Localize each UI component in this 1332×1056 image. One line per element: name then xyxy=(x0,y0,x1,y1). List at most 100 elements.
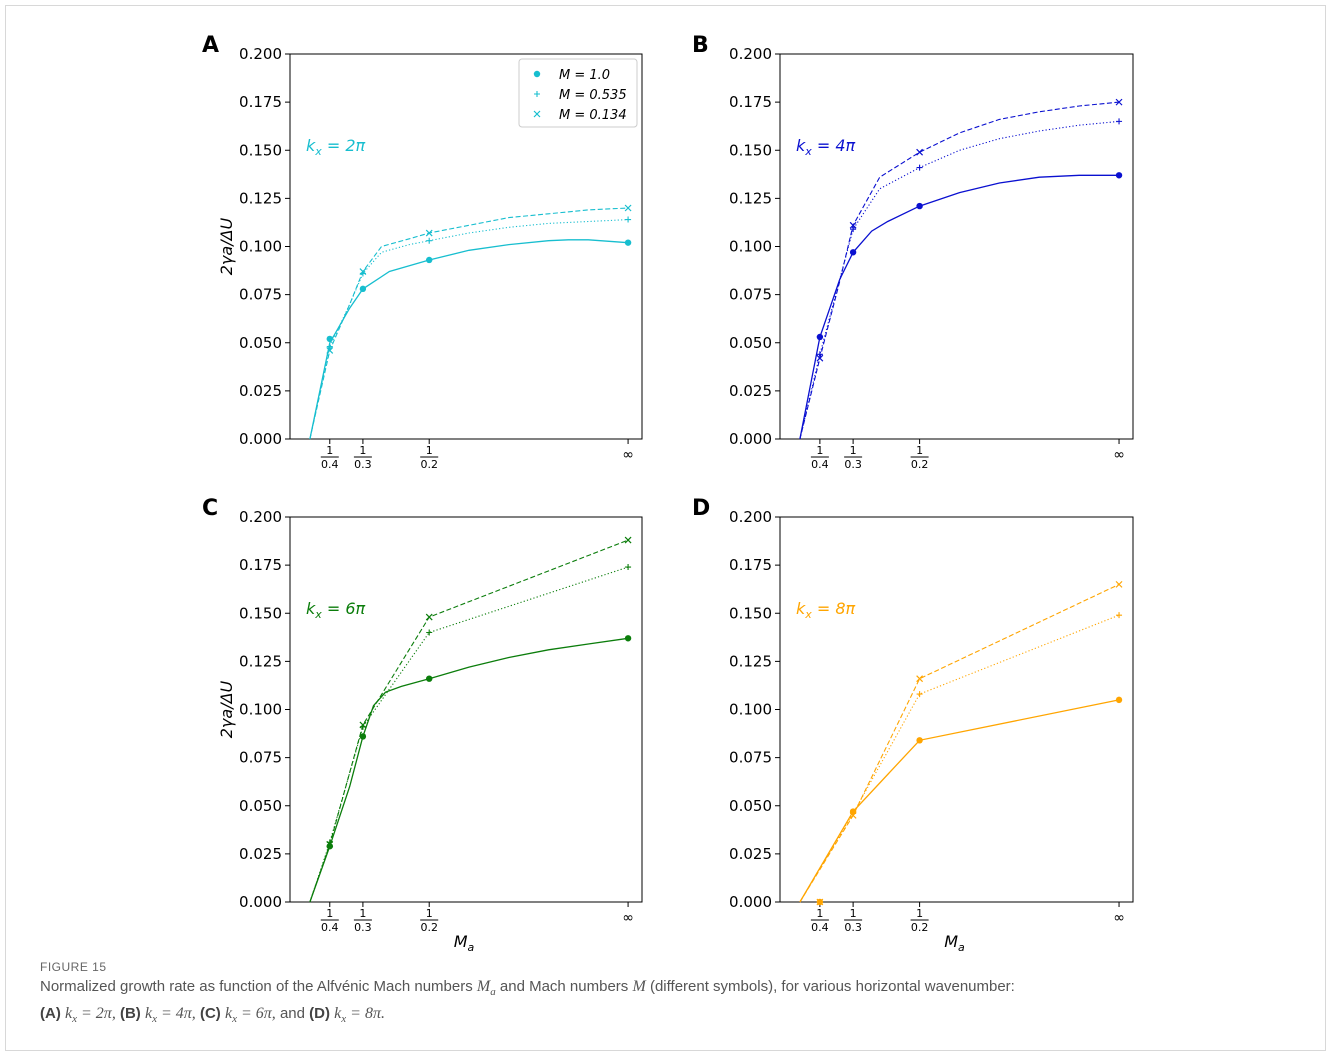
figure-caption: FIGURE 15 Normalized growth rate as func… xyxy=(40,960,1310,1030)
caption-ma: M xyxy=(476,978,491,995)
y-tick-label: 0.075 xyxy=(239,286,282,304)
series-line-x xyxy=(309,207,629,440)
marker-plus xyxy=(534,91,540,97)
marker-x xyxy=(359,721,367,729)
x-tick-label-num: 1 xyxy=(326,444,333,457)
x-tick-label-num: 1 xyxy=(359,444,366,457)
x-tick-label-num: 1 xyxy=(916,444,923,457)
marker-x xyxy=(849,811,857,819)
annotation-rest: = 2π xyxy=(322,136,366,155)
y-tick-label: 0.175 xyxy=(729,93,772,111)
series-line-dot xyxy=(799,699,1120,903)
panel-d: D 0.000 0.025 0.050 0.075 0.100 0.125 0.150 0.17… xyxy=(692,496,1134,954)
x-tick-label-den: 0.2 xyxy=(420,921,438,934)
x-tick-label: ∞ xyxy=(622,447,634,463)
x-tick-label-den: 0.2 xyxy=(420,458,438,471)
y-tick-label: 0.050 xyxy=(239,797,282,815)
marker-dot xyxy=(426,256,433,264)
marker-plus xyxy=(326,343,333,350)
marker-x xyxy=(533,110,541,118)
series-line-plus xyxy=(309,219,629,440)
figure-frame xyxy=(5,5,1326,1051)
caption-text: Normalized growth rate as function of th… xyxy=(40,976,1310,1030)
axes-frame xyxy=(289,516,643,903)
x-tick-label-num: 1 xyxy=(816,444,823,457)
x-tick-label-num: 1 xyxy=(816,907,823,920)
x-tick-label-den: 0.3 xyxy=(844,921,862,934)
wavenumber-annotation: kx = 2π xyxy=(306,136,366,158)
marker-dot xyxy=(849,249,857,256)
annotation-rest: = 4π xyxy=(812,136,856,155)
marker-x xyxy=(425,613,433,621)
y-tick-label: 0.100 xyxy=(729,238,772,256)
caption-items: (A) kx = 2π, (B) kx = 4π, (C) kx = 6π, a… xyxy=(40,1005,385,1025)
x-tick-label-den: 0.3 xyxy=(354,921,372,934)
x-tick-label-den: 0.3 xyxy=(844,458,862,471)
y-tick-label: 0.100 xyxy=(239,701,282,719)
series-line-x xyxy=(799,583,1120,903)
y-tick-label: 0.000 xyxy=(729,893,772,911)
y-tick-label: 0.200 xyxy=(239,508,282,526)
panel-a: A 0.000 0.025 0.050 0.075 0.100 0.125 0.150 0.17… xyxy=(202,33,643,471)
marker-dot xyxy=(359,285,367,293)
marker-x xyxy=(425,229,433,237)
x-tick-label-den: 0.4 xyxy=(321,458,339,471)
y-tick-label: 0.075 xyxy=(729,749,772,767)
x-axis-label: Ma xyxy=(454,932,475,954)
y-tick-label: 0.175 xyxy=(729,556,772,574)
annotation-sub: x xyxy=(804,145,812,158)
y-tick-label: 0.175 xyxy=(239,556,282,574)
y-tick-label: 0.025 xyxy=(239,382,282,400)
caption-m: M xyxy=(632,978,646,995)
marker-x xyxy=(1115,580,1123,588)
series-line-dot xyxy=(309,239,629,440)
y-tick-label: 0.000 xyxy=(239,893,282,911)
legend-entry: M = 1.0 xyxy=(559,68,610,83)
annotation-rest: = 8π xyxy=(812,599,856,618)
caption-item-k: k xyxy=(224,1005,233,1022)
figure-canvas: A 0.000 0.025 0.050 0.075 0.100 0.125 0.150 0.17… xyxy=(202,33,1134,954)
marker-x xyxy=(816,354,824,362)
y-tick-label: 0.150 xyxy=(729,604,772,622)
y-axis-label: 2γa/ΔU xyxy=(217,680,236,738)
wavenumber-annotation: kx = 6π xyxy=(306,599,366,621)
marker-x xyxy=(849,221,857,229)
y-tick-label: 0.125 xyxy=(729,652,772,670)
caption-ma-sub: a xyxy=(490,986,496,998)
marker-x xyxy=(816,898,824,906)
caption-main: Normalized growth rate as function of th… xyxy=(40,978,473,995)
panel-label: B xyxy=(692,33,709,58)
marker-dot xyxy=(1115,696,1123,704)
y-tick-label: 0.175 xyxy=(239,93,282,111)
legend-entry: M = 0.535 xyxy=(559,88,627,103)
x-axis-label: Ma xyxy=(944,932,965,954)
wavenumber-annotation: kx = 8π xyxy=(796,599,856,621)
y-tick-label: 0.125 xyxy=(239,189,282,207)
marker-x xyxy=(359,268,367,275)
marker-x xyxy=(326,347,334,354)
x-tick-label-num: 1 xyxy=(916,907,923,920)
y-tick-label: 0.150 xyxy=(239,604,282,622)
marker-dot xyxy=(624,635,632,642)
marker-dot xyxy=(359,733,367,740)
marker-x xyxy=(326,840,334,848)
series-line-x xyxy=(309,539,629,903)
caption-item-sep: and xyxy=(275,1005,310,1022)
x-tick-label-num: 1 xyxy=(359,907,366,920)
series-line-plus xyxy=(799,614,1120,903)
caption-item-sub: x xyxy=(232,1013,237,1025)
marker-plus xyxy=(1116,612,1123,619)
axes-frame xyxy=(779,516,1134,903)
marker-plus xyxy=(916,164,923,171)
marker-dot xyxy=(533,70,541,78)
y-tick-label: 0.150 xyxy=(729,141,772,159)
y-tick-label: 0.075 xyxy=(239,749,282,767)
x-tick-label-num: 1 xyxy=(426,444,433,457)
caption-item-k: k xyxy=(144,1005,153,1022)
marker-plus xyxy=(625,564,632,571)
axes-frame xyxy=(779,53,1134,440)
marker-x xyxy=(916,675,924,683)
y-tick-label: 0.125 xyxy=(729,189,772,207)
marker-plus xyxy=(426,237,433,244)
y-tick-label: 0.000 xyxy=(239,430,282,448)
